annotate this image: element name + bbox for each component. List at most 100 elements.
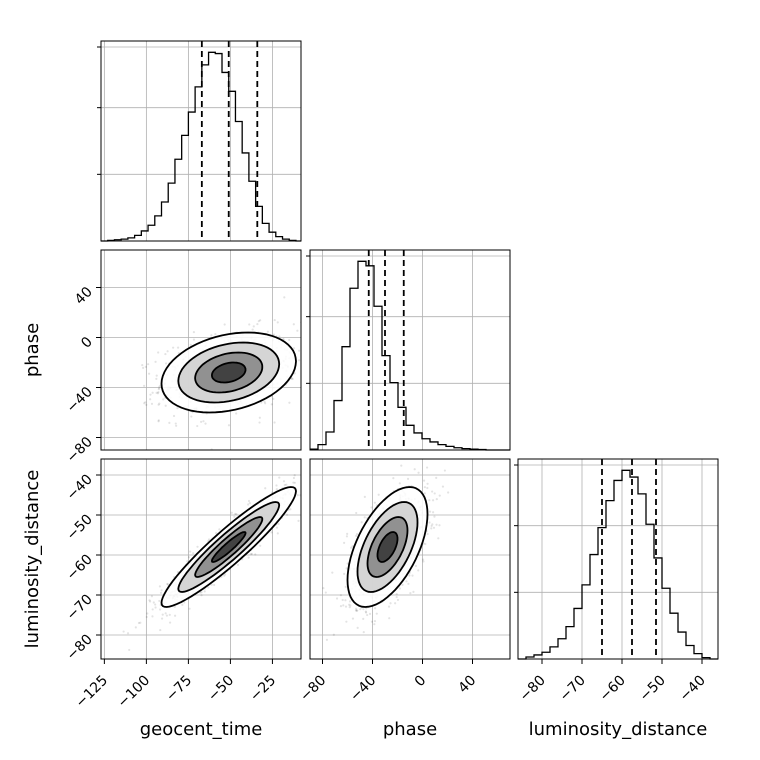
contour-line: [210, 531, 247, 563]
sample-point: [150, 402, 154, 405]
sample-point: [190, 415, 193, 418]
sample-point: [141, 363, 144, 367]
sample-point: [394, 602, 397, 605]
sample-point: [146, 612, 149, 615]
sample-point: [345, 620, 348, 623]
sample-point: [164, 362, 168, 365]
x-axis-geocent_time: −125 −100 −75 −50 −25 geocent_time: [73, 659, 279, 740]
sample-point: [235, 513, 238, 516]
sample-point: [258, 416, 261, 419]
sample-point: [426, 486, 429, 490]
density-panel-geocent_time-vs-phase: [100, 249, 331, 463]
sample-point: [128, 648, 131, 652]
sample-point: [329, 329, 331, 331]
sample-point: [168, 621, 172, 624]
sample-point: [283, 296, 286, 299]
sample-point: [291, 377, 294, 381]
sample-point: [413, 451, 415, 453]
contour-line: [160, 331, 297, 414]
sample-point: [305, 355, 307, 357]
sample-point: [331, 571, 334, 574]
sample-point: [277, 522, 280, 526]
sample-point: [359, 608, 362, 611]
sample-point: [297, 519, 300, 522]
sample-point: [157, 351, 160, 354]
sample-point: [348, 600, 352, 603]
sample-point: [259, 319, 262, 322]
sample-point: [152, 601, 155, 604]
sample-point: [202, 420, 205, 423]
sample-point: [288, 338, 291, 342]
sample-point: [373, 501, 376, 504]
sample-point: [400, 464, 403, 467]
sample-point: [435, 476, 438, 479]
sample-point: [126, 632, 130, 635]
sample-point: [375, 612, 378, 615]
sample-point: [377, 493, 380, 496]
sample-point: [168, 613, 171, 616]
sample-point: [210, 334, 213, 337]
y-tick-label: −40: [64, 472, 96, 504]
sample-point: [235, 412, 238, 415]
sample-point: [155, 391, 158, 394]
x-tick-label: −75: [163, 673, 195, 705]
sample-point: [166, 350, 169, 353]
panel-frame: [100, 249, 302, 451]
sample-point: [373, 619, 377, 623]
sample-point: [395, 593, 398, 596]
sample-point: [176, 461, 178, 463]
sample-point: [145, 403, 148, 406]
panel-frame: [100, 40, 302, 242]
histogram-panel-phase: [306, 249, 511, 451]
histogram-panel-geocent_time: [97, 40, 302, 242]
contour-line: [194, 351, 264, 394]
x-tick-label: −60: [597, 673, 629, 705]
sample-point: [368, 612, 372, 615]
sample-point: [176, 570, 180, 574]
sample-point: [398, 482, 401, 485]
sample-point: [248, 323, 251, 326]
sample-point: [207, 538, 211, 541]
sample-point: [148, 600, 152, 603]
sample-point: [324, 467, 326, 469]
x-tick-label: −40: [677, 673, 709, 705]
sample-point: [305, 478, 307, 480]
sample-point: [258, 421, 261, 424]
sample-point: [151, 608, 154, 611]
sample-point: [365, 611, 368, 614]
sample-point: [430, 524, 433, 528]
sample-point: [302, 487, 304, 489]
sample-point: [293, 474, 296, 477]
sample-point: [387, 605, 391, 608]
sample-point: [422, 560, 425, 563]
sample-point: [162, 398, 165, 401]
sample-point: [252, 325, 255, 328]
contour-line: [376, 531, 399, 563]
x-tick-label: −70: [557, 673, 589, 705]
sample-point: [158, 402, 161, 405]
sample-point: [250, 552, 253, 555]
sample-point: [151, 615, 154, 618]
sample-point: [149, 398, 152, 401]
y-axis-luminosity_distance: −80 −70 −60 −50 −40 luminosity_distance: [22, 470, 101, 664]
sample-point: [296, 494, 299, 497]
sample-point: [157, 403, 160, 406]
sample-point: [174, 422, 177, 425]
sample-point: [398, 587, 401, 590]
sample-point: [248, 501, 251, 505]
sample-point: [325, 638, 329, 641]
sample-point: [328, 357, 330, 359]
sample-point: [293, 372, 296, 375]
sample-point: [438, 524, 441, 527]
sample-point: [158, 599, 161, 603]
sample-point: [335, 597, 339, 600]
panel-frame: [517, 458, 719, 660]
panel-frame: [309, 249, 511, 451]
sample-point: [122, 630, 125, 633]
sample-point: [251, 328, 254, 331]
sample-point: [154, 603, 157, 606]
sample-point: [433, 515, 436, 518]
x-tick-label: 40: [455, 673, 479, 697]
density-panel-geocent_time-vs-luminosity_distance: [100, 458, 326, 660]
